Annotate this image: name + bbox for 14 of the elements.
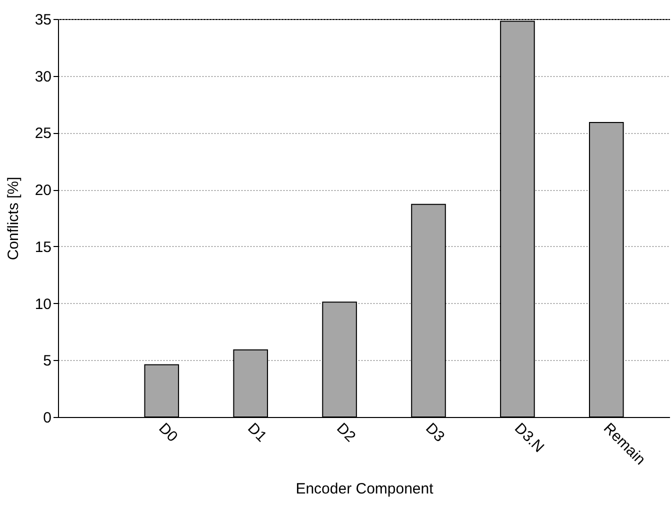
x-tick-label: D3	[422, 420, 448, 446]
y-tick-label: 10	[34, 296, 52, 313]
x-tick-label: D2	[333, 420, 359, 446]
y-tick-label: 20	[34, 182, 52, 200]
y-tick-label: 25	[34, 125, 52, 142]
y-tick-label: 30	[34, 68, 52, 86]
y-tick-label: 5	[43, 352, 52, 370]
x-axis-title: Encoder Component	[296, 480, 434, 498]
y-tick-label: 35	[34, 12, 52, 28]
y-axis-title: Conflicts [%]	[4, 176, 22, 260]
y-tick-label: 0	[43, 410, 52, 426]
x-tick-label: D1	[244, 420, 270, 446]
y-tick-label: 15	[34, 238, 52, 256]
x-tick-label: D0	[155, 420, 181, 446]
